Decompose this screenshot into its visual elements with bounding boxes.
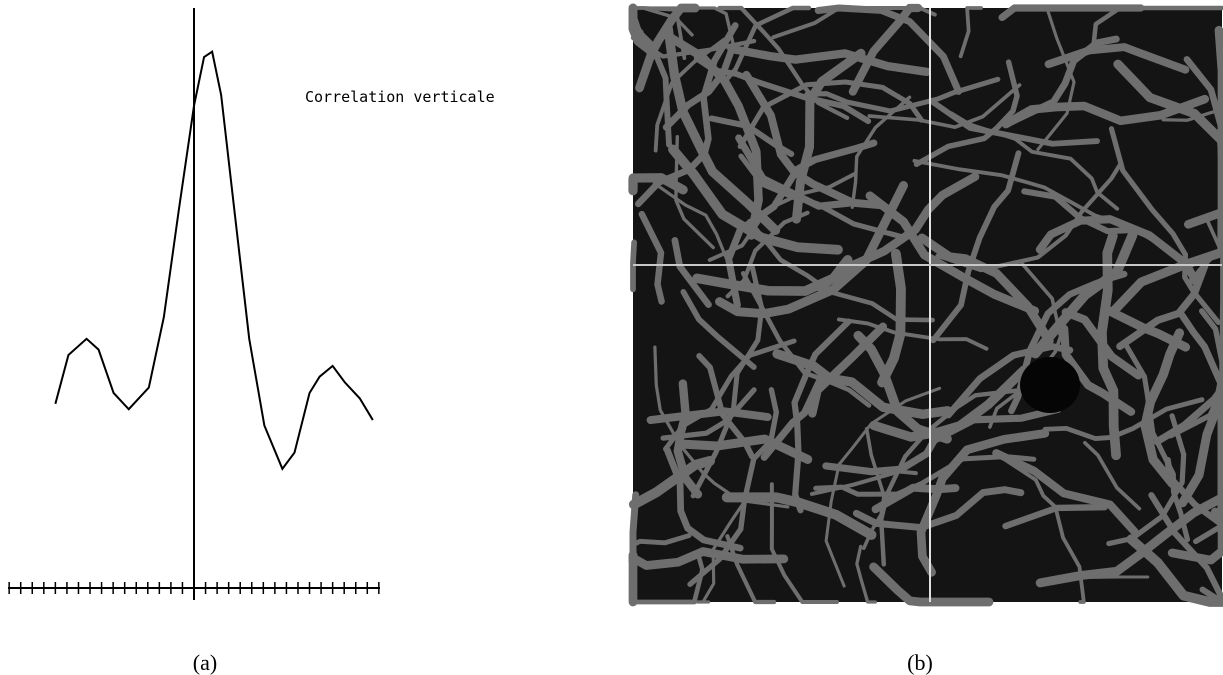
texture-stroke bbox=[1001, 94, 1210, 129]
texture-stroke bbox=[737, 79, 924, 150]
texture-stroke bbox=[877, 248, 906, 388]
texture-stroke bbox=[631, 6, 687, 61]
texture-stroke bbox=[1113, 59, 1223, 144]
texture-stroke bbox=[1035, 487, 1223, 588]
texture-stroke bbox=[725, 210, 810, 299]
texture-stroke bbox=[696, 353, 755, 460]
texture-stroke bbox=[988, 261, 1063, 429]
texture-stroke bbox=[927, 97, 1100, 147]
texture-stroke bbox=[638, 210, 665, 305]
texture-stroke bbox=[804, 76, 1001, 114]
texture-stroke bbox=[1021, 188, 1171, 252]
texture-stroke bbox=[1097, 231, 1121, 461]
texture-stroke bbox=[662, 46, 735, 131]
texture-stroke bbox=[1108, 207, 1223, 317]
texture-stroke bbox=[674, 134, 715, 250]
texture-stroke bbox=[735, 134, 853, 210]
texture-stroke bbox=[1091, 5, 1223, 48]
texture-stroke bbox=[717, 5, 850, 120]
texture-stroke bbox=[1177, 309, 1223, 412]
texture-stroke bbox=[1042, 575, 1150, 582]
texture-stroke bbox=[630, 239, 638, 293]
texture-stroke bbox=[998, 454, 1086, 604]
texture-stroke bbox=[916, 429, 1050, 577]
texture-stroke bbox=[958, 6, 983, 59]
texture-stroke bbox=[815, 172, 980, 292]
texture-stroke bbox=[930, 150, 1022, 344]
texture-stroke bbox=[721, 5, 812, 85]
texture-stroke bbox=[1030, 230, 1138, 359]
texture-stroke bbox=[913, 59, 1020, 168]
texture-stroke bbox=[848, 3, 923, 96]
dark-region bbox=[1020, 357, 1080, 413]
texture-stroke bbox=[944, 343, 1074, 419]
texture-stroke bbox=[690, 265, 765, 499]
texture-stroke bbox=[813, 454, 1037, 497]
texture-stroke bbox=[791, 318, 852, 514]
texture-stroke bbox=[727, 44, 931, 76]
texture-stroke bbox=[992, 449, 1139, 536]
texture-stroke bbox=[671, 237, 712, 308]
texture-stroke bbox=[772, 349, 953, 419]
texture-stroke bbox=[791, 48, 866, 224]
texture-stroke bbox=[1002, 503, 1108, 530]
texture-stroke bbox=[634, 22, 739, 208]
texture-stroke bbox=[1083, 440, 1142, 511]
texture-stroke bbox=[663, 446, 744, 552]
caption: (a) bbox=[193, 650, 217, 675]
texture-stroke bbox=[935, 160, 1124, 273]
texture-stroke bbox=[871, 483, 960, 514]
caption: (b) bbox=[907, 650, 933, 675]
texture-stroke bbox=[1036, 6, 1076, 151]
texture-stroke bbox=[653, 345, 790, 509]
texture-stroke bbox=[912, 158, 1144, 233]
texture-stroke bbox=[1205, 218, 1223, 365]
annotation: Correlation verticale bbox=[305, 88, 495, 106]
texture-stroke bbox=[879, 388, 1018, 567]
texture-stroke bbox=[1184, 135, 1223, 229]
texture-stroke bbox=[852, 486, 1025, 531]
texture-stroke bbox=[855, 544, 878, 604]
texture-image bbox=[628, 3, 1223, 607]
texture-stroke bbox=[628, 3, 661, 60]
texture-stroke bbox=[630, 551, 705, 605]
texture-stroke bbox=[867, 83, 1022, 129]
texture-stroke bbox=[678, 434, 813, 464]
curve bbox=[54, 50, 374, 471]
texture-stroke bbox=[808, 322, 888, 418]
texture-stroke bbox=[725, 139, 878, 309]
texture-stroke bbox=[1210, 411, 1223, 520]
texture-stroke bbox=[653, 37, 727, 153]
texture-stroke bbox=[869, 562, 994, 607]
texture-stroke bbox=[1108, 126, 1222, 326]
texture-stroke bbox=[836, 317, 989, 351]
texture-stroke bbox=[1122, 340, 1191, 543]
texture-stroke bbox=[635, 3, 700, 93]
texture-stroke bbox=[660, 387, 757, 441]
texture-stroke bbox=[865, 191, 1040, 316]
texture-stroke bbox=[695, 504, 744, 604]
texture-stroke bbox=[1100, 304, 1191, 352]
texture-stroke bbox=[998, 4, 1145, 22]
texture-stroke bbox=[680, 288, 757, 370]
texture-stroke bbox=[715, 181, 908, 319]
texture-stroke bbox=[708, 115, 795, 157]
texture-stroke bbox=[1126, 534, 1223, 607]
texture-stroke bbox=[1106, 413, 1187, 547]
texture-stroke bbox=[629, 491, 640, 584]
texture-stroke bbox=[1044, 43, 1190, 74]
texture-stroke bbox=[646, 407, 772, 425]
texture-stroke bbox=[853, 330, 952, 444]
